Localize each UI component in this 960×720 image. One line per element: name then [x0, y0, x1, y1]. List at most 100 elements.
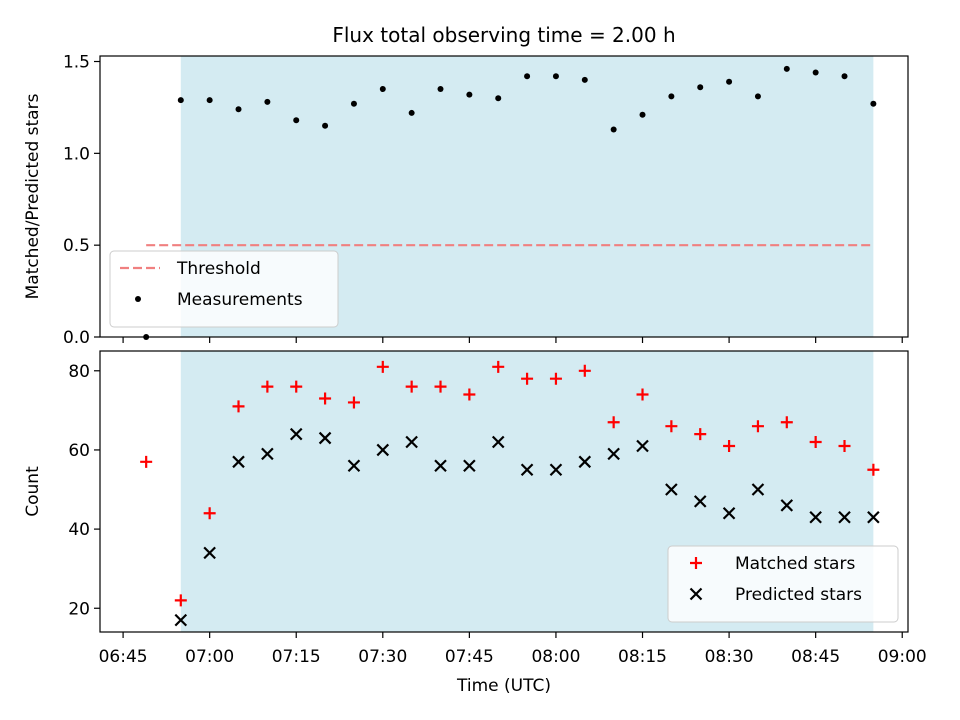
x-tick-label: 07:45 — [445, 647, 494, 667]
x-axis-title: Time (UTC) — [456, 676, 551, 696]
panel-1-measurement-point — [206, 97, 213, 104]
x-tick-label: 09:00 — [878, 647, 927, 667]
panel-2-predicted-star-point — [867, 510, 880, 524]
panel-2-matched-star-point — [140, 455, 153, 468]
panel-2-predicted-star-point — [491, 435, 505, 449]
panel-2-legend-predicted-swatch — [689, 587, 703, 601]
chart-title: Flux total observing time = 2.00 h — [332, 23, 675, 47]
panel-1-measurement-point — [783, 65, 790, 72]
panel-1-measurement-point — [639, 111, 646, 118]
panel-1-measurement-point — [552, 73, 559, 80]
panel-2-predicted-star-point — [838, 510, 851, 524]
panel-2-matched-star-point — [549, 372, 562, 385]
panel-1-measurement-point — [495, 95, 502, 102]
panel-2-matched-star-point — [780, 416, 793, 429]
panel-2-predicted-star-point — [520, 463, 534, 477]
panel-1-y-tick-label: 1.5 — [63, 53, 90, 73]
panel-1-y-tick-label: 0.5 — [63, 236, 90, 256]
panel-2-matched-star-point — [521, 372, 534, 385]
panel-1-measurement-point — [668, 93, 675, 100]
x-tick-label: 07:00 — [185, 647, 234, 667]
panel-2-matched-star-point — [434, 380, 447, 393]
panel-2-predicted-star-point — [347, 459, 361, 473]
panel-2-y-tick-label: 80 — [68, 362, 90, 382]
panel-2-matched-star-point — [463, 388, 476, 401]
panel-2-y-tick-label: 40 — [68, 520, 90, 540]
panel-1-measurement-point — [437, 86, 444, 93]
panel-2-predicted-star-point — [203, 546, 216, 560]
x-tick-label: 07:30 — [358, 647, 407, 667]
panel-2-matched-star-point — [203, 507, 216, 520]
x-tick-label: 08:00 — [531, 647, 580, 667]
panel-2-predicted-star-point — [809, 510, 822, 524]
panel-2-predicted-star-point — [463, 459, 476, 473]
panel-2-matched-star-point — [174, 594, 187, 607]
panel-2-predicted-star-point — [665, 483, 678, 496]
panel-2-predicted-star-point — [232, 455, 245, 469]
panel-1-measurement-point — [726, 78, 733, 85]
x-tick-label: 06:45 — [99, 647, 148, 667]
panel-2-predicted-star-point — [751, 483, 765, 496]
panel-2-matched-star-point — [492, 360, 505, 373]
panel-2-matched-star-point — [232, 400, 245, 413]
panel-2-legend-matched-swatch — [690, 557, 702, 569]
panel-2-predicted-star-point — [693, 495, 707, 508]
panel-1-measurement-point — [408, 109, 415, 116]
panel-1-measurement-point — [870, 100, 877, 107]
panel-1-measurement-point — [841, 73, 848, 80]
panel-2-matched-star-point — [261, 380, 274, 393]
panel-2-matched-star-point — [376, 360, 389, 373]
panel-1-measurement-point — [466, 91, 473, 98]
panel-1-measurement-point — [610, 126, 617, 133]
panel-2-matched-star-point — [636, 388, 649, 401]
panel-2-predicted-star-point — [261, 447, 274, 461]
panel-1-measurement-point — [697, 84, 704, 91]
x-tick-label: 08:15 — [618, 647, 667, 667]
panel-1-measurement-point — [293, 117, 300, 124]
panel-1-y-tick-label: 1.0 — [63, 144, 90, 164]
panel-2-matched-star-point — [751, 420, 764, 433]
panel-2-matched-star-point — [607, 416, 620, 429]
panel-1-legend-label: Measurements — [177, 290, 303, 310]
x-tick-label: 07:15 — [272, 647, 321, 667]
panel-2-y-axis-title: Count — [23, 466, 43, 517]
panel-2-matched-star-point — [578, 364, 591, 377]
panel-2-predicted-star-point — [376, 443, 390, 457]
panel-1-legend-box — [109, 250, 339, 328]
panel-2-legend-label: Predicted stars — [735, 585, 862, 605]
panel-1-measurement-point — [812, 69, 819, 76]
panel-2-predicted-star-point — [289, 427, 303, 441]
panel-2-predicted-star-point — [722, 506, 736, 520]
panel-1-legend-measurement-swatch — [135, 296, 141, 302]
panel-2-matched-star-point — [694, 428, 707, 441]
panel-2-matched-star-point — [405, 380, 418, 393]
panel-2-matched-star-point — [838, 439, 851, 452]
panel-2-predicted-star-point — [607, 447, 620, 461]
panel-1-axes-frame — [99, 55, 909, 338]
panel-1-measurement-point — [322, 122, 329, 129]
panel-2-matched-star-point — [347, 396, 360, 409]
panel-1-measurement-point — [264, 98, 271, 105]
panel-2-matched-star-point — [290, 380, 303, 393]
panel-2-matched-star-point — [319, 392, 332, 405]
panel-1-measurement-point — [350, 100, 357, 107]
panel-1-measurement-point — [235, 106, 242, 113]
x-tick-label: 08:30 — [705, 647, 754, 667]
panel-2-predicted-star-point — [405, 435, 418, 449]
panel-1-y-axis-title: Matched/Predicted stars — [23, 93, 43, 299]
panel-1-y-tick-label: 0.0 — [63, 328, 90, 348]
panel-2-predicted-star-point — [780, 499, 794, 512]
panel-2-y-tick-label: 60 — [68, 441, 90, 461]
panel-2-axes-frame — [99, 350, 909, 633]
panel-2-predicted-star-point — [174, 613, 188, 627]
panel-2-predicted-star-point — [549, 463, 563, 477]
panel-2-predicted-star-point — [578, 455, 592, 469]
panel-1-measurement-point — [524, 73, 531, 80]
panel-2-legend: Matched stars Predicted stars — [667, 545, 899, 623]
panel-2-matched-star-point — [665, 420, 678, 433]
panel-2-matched-star-point — [867, 463, 880, 476]
panel-1-measurement-point — [379, 86, 386, 93]
panel-2-legend-box — [667, 545, 899, 623]
panel-1-measurement-point — [177, 97, 184, 104]
